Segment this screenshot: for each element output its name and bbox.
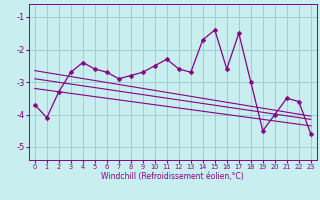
X-axis label: Windchill (Refroidissement éolien,°C): Windchill (Refroidissement éolien,°C) [101, 172, 244, 181]
